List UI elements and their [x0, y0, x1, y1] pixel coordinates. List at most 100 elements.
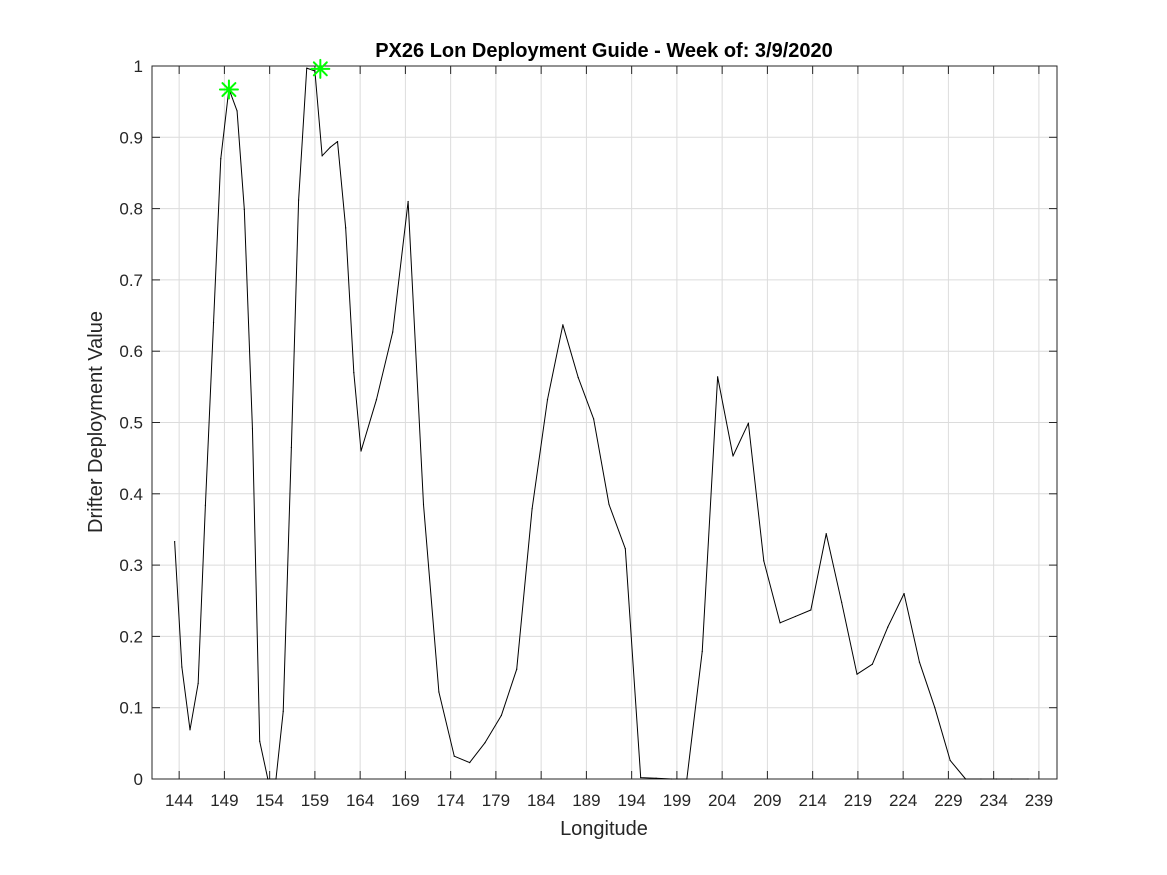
y-tick-label: 0.6 [119, 342, 143, 361]
series-point [282, 710, 284, 712]
series-point [453, 755, 455, 757]
series-point [903, 593, 905, 595]
series-point [546, 399, 549, 401]
series-point [407, 200, 409, 203]
x-tick-label: 154 [255, 791, 283, 810]
series-point [655, 777, 657, 779]
asterisk-marker [310, 58, 331, 79]
x-axis-tick-labels: 144 149 154 159 164 169 174 179 184 189 194 199 204 2… [165, 791, 1053, 810]
series-point [531, 508, 533, 510]
x-tick-label: 144 [165, 791, 193, 810]
series-point [336, 140, 339, 143]
series-point [949, 759, 951, 762]
x-tick-label: 239 [1025, 791, 1053, 810]
y-tick-label: 0.9 [119, 128, 143, 147]
x-tick-label: 199 [663, 791, 691, 810]
x-tick-label: 204 [708, 791, 736, 810]
series-point [1027, 778, 1029, 780]
y-tick-label: 0.2 [119, 627, 143, 646]
series-point [934, 707, 936, 709]
asterisk-marker [218, 79, 239, 100]
series-point [500, 714, 502, 717]
series-point [964, 778, 967, 780]
series-point [392, 331, 394, 333]
series-point [174, 540, 176, 543]
series-point [624, 548, 626, 550]
series-point [469, 762, 471, 764]
series-point [841, 601, 843, 603]
series-point [220, 158, 222, 160]
series-point [794, 615, 797, 618]
series-point [995, 778, 997, 780]
x-tick-label: 159 [301, 791, 329, 810]
series-point [197, 682, 199, 685]
series-point [763, 560, 765, 562]
x-tick-label: 189 [572, 791, 600, 810]
series-point [516, 668, 518, 670]
series-point [747, 422, 749, 424]
x-axis-label: Longitude [560, 818, 648, 840]
series-point [577, 376, 579, 379]
series-point [593, 418, 595, 420]
series-point [267, 778, 269, 780]
x-tick-label: 179 [482, 791, 510, 810]
x-tick-label: 169 [391, 791, 419, 810]
y-axis-label: Drifter Deployment Value [85, 311, 107, 533]
y-tick-label: 0.1 [119, 699, 143, 718]
y-tick-label: 0.5 [119, 414, 143, 433]
series-point [980, 778, 982, 780]
series-point [608, 503, 610, 506]
y-tick-label: 1 [134, 57, 143, 76]
series-point [298, 199, 300, 201]
series-point [212, 322, 215, 324]
series-point [887, 626, 889, 628]
series-point [825, 533, 827, 535]
series-point [314, 70, 316, 72]
x-tick-label: 224 [889, 791, 917, 810]
series-point [329, 146, 331, 148]
series-line [174, 67, 1029, 780]
series-point [871, 663, 873, 665]
series-point [686, 778, 688, 780]
series-point [353, 371, 355, 374]
y-axis-tick-labels: 0 0.1 0.2 0.3 0.4 0.5 0.6 0.7 0.8 0.9 1 [119, 57, 143, 789]
series-point [360, 450, 362, 452]
series-point [856, 673, 858, 675]
y-tick-label: 0 [134, 770, 143, 789]
series-point [422, 503, 425, 506]
y-tick-label: 0.3 [119, 556, 143, 575]
series-point [181, 666, 183, 668]
series-point [1011, 778, 1013, 780]
series-point [562, 324, 564, 326]
x-tick-label: 219 [844, 791, 872, 810]
y-tick-label: 0.7 [119, 271, 143, 290]
x-tick-label: 234 [979, 791, 1007, 810]
y-tick-label: 0.8 [119, 200, 143, 219]
series-point [236, 110, 238, 112]
series-point [321, 155, 323, 157]
series-point [484, 742, 486, 744]
series-point [259, 740, 261, 742]
axis-ticks [152, 65, 1057, 780]
x-tick-label: 229 [934, 791, 962, 810]
series-lines [174, 67, 1029, 780]
series-point [243, 208, 245, 210]
series-point [375, 399, 378, 401]
series-point [640, 776, 642, 779]
series-point [779, 622, 781, 624]
highlight-markers [218, 58, 331, 100]
series-point [717, 376, 719, 378]
series-point [732, 455, 734, 457]
y-tick-label: 0.4 [119, 485, 143, 504]
chart-title: PX26 Lon Deployment Guide - Week of: 3/9… [375, 40, 833, 62]
series-point [251, 428, 254, 430]
series-point [701, 650, 703, 652]
series-point [438, 691, 440, 693]
series-point [275, 778, 277, 780]
series-point [670, 778, 673, 780]
series-point [306, 67, 308, 69]
series-point [204, 504, 206, 506]
series-point [189, 729, 191, 731]
series-point [345, 227, 347, 229]
